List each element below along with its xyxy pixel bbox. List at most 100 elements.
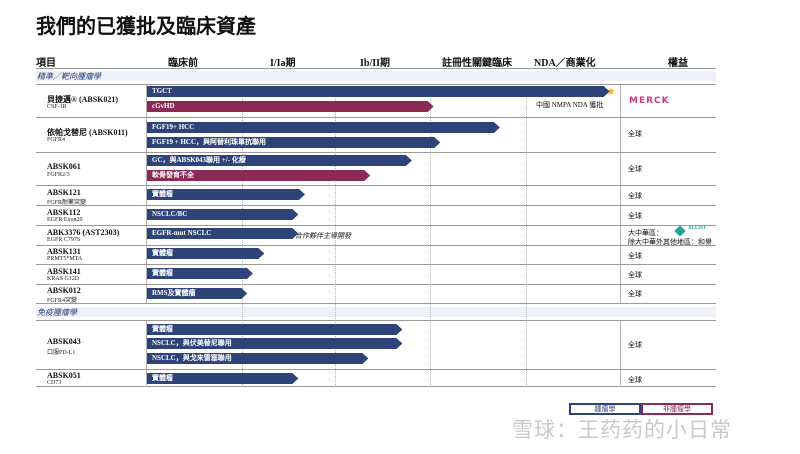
rights-text: 全球 [628, 165, 642, 173]
row-name: ABSK043 [47, 337, 81, 346]
bar-label: 實體瘤 [152, 374, 173, 382]
row-name: 貝捷邁® (ABSK021) [47, 95, 119, 104]
col-header-rights: 權益 [668, 58, 688, 69]
col-header-nda: NDA／商業化 [534, 58, 596, 69]
rights-text: 全球 [628, 341, 642, 349]
allist-logo: ALLIST [688, 226, 707, 231]
grid-line-5b [620, 320, 621, 385]
grid-line-0 [146, 84, 147, 303]
bar-label: FGF19 + HCC，與阿替利珠單抗聯用 [152, 138, 267, 146]
pipeline-bar: GC，與ABSK043聯用 +/- 化療 [147, 155, 412, 166]
legend-non-oncology: 非腫瘤學 [641, 403, 713, 415]
row-target: CSF-1R [47, 104, 67, 110]
bar-label: NSCLC，與伏美替尼聯用 [152, 339, 232, 347]
grid-line-5 [620, 84, 621, 303]
grid-line-3 [430, 84, 431, 385]
pipeline-bar: FGF19 + HCC，與阿替利珠單抗聯用 [147, 137, 440, 148]
bar-label: NSCLC/BC [152, 210, 188, 218]
row-rule [36, 303, 716, 304]
section-band-immuno [36, 307, 716, 317]
rights-text: 全球 [628, 130, 642, 138]
row-name: ABSK121 [47, 188, 81, 197]
row-rule [36, 225, 716, 226]
pipeline-bar: NSCLC，與戈来雷塞聯用 [147, 353, 368, 364]
nmpa-note: 中國 NMPA NDA 獲批 [536, 101, 604, 109]
pipeline-bar: FGF19+ HCC [147, 122, 500, 133]
pipeline-bar: TGCT [147, 86, 610, 97]
row-rule [36, 284, 716, 285]
row-target: EGFR Exon20 [47, 217, 83, 223]
grid-line-2 [335, 84, 336, 385]
legend-oncology: 腫瘤學 [569, 403, 641, 415]
row-target: PRMT5*MTA [47, 256, 83, 262]
page-title: 我們的已獲批及臨床資產 [36, 14, 256, 38]
pipeline-bar: 實體瘤 [147, 189, 305, 200]
row-rule [36, 264, 716, 265]
rights-text: 大中華區： [628, 229, 663, 237]
row-name: ABSK131 [47, 247, 81, 256]
row-rule [36, 320, 716, 321]
grid-line-0b [146, 320, 147, 385]
row-name: ABSK141 [47, 267, 81, 276]
row-name: ABSK051 [47, 371, 81, 380]
rights-text: 全球 [628, 290, 642, 298]
bar-label: NSCLC，與戈来雷塞聯用 [152, 354, 232, 362]
col-header-preclinical: 臨床前 [168, 58, 198, 69]
row-name: ABK3376 (AST2303) [47, 228, 120, 237]
row-rule [36, 185, 716, 186]
section-band-precision [36, 71, 716, 81]
col-header-phase1: I/Ia期 [270, 58, 296, 69]
header-rule [36, 68, 716, 69]
row-rule [36, 117, 716, 118]
bar-label: cGvHD [152, 102, 175, 110]
pipeline-bar: cGvHD [147, 101, 434, 112]
rights-text: 全球 [628, 376, 642, 384]
col-header-project: 項目 [36, 58, 56, 69]
bar-label: GC，與ABSK043聯用 +/- 化療 [152, 156, 246, 164]
row-target: FGFR2/3 [47, 172, 70, 178]
row-rule [36, 369, 716, 370]
rights-text: 全球 [628, 271, 642, 279]
rights-text: 全球 [628, 252, 642, 260]
pipeline-bar: 實體瘤 [147, 268, 253, 279]
pipeline-bar: 實體瘤 [147, 373, 298, 384]
rights-text: 全球 [628, 212, 642, 220]
row-target: 口服PD-L1 [47, 350, 76, 356]
row-name: ABSK112 [47, 208, 81, 217]
bar-label: RMS及實體瘤 [152, 289, 196, 297]
bar-label: 實體瘤 [152, 190, 173, 198]
pipeline-bar: RMS及實體瘤 [147, 288, 247, 299]
bar-label: 實體瘤 [152, 269, 173, 277]
pipeline-bar: NSCLC，與伏美替尼聯用 [147, 338, 402, 349]
row-target: FGFR4突變 [47, 298, 78, 304]
row-rule [36, 386, 716, 387]
pipeline-bar: EGFR-mut NSCLC [147, 228, 298, 239]
section-label-immuno: 免疫腫瘤學 [37, 308, 77, 317]
col-header-pivotal: 註冊性關鍵臨床 [442, 58, 512, 69]
merck-logo: MERCK [629, 96, 670, 106]
grid-line-4 [526, 84, 527, 385]
row-target: CD73 [47, 380, 62, 386]
bar-label: FGF19+ HCC [152, 123, 195, 131]
pipeline-bar: NSCLC/BC [147, 209, 298, 220]
row-target: KRAS G12D [47, 276, 80, 282]
watermark: 雪球：王药药的小日常 [512, 418, 732, 442]
star-icon: ★ [606, 86, 616, 98]
bar-label: TGCT [152, 87, 172, 95]
row-rule [36, 245, 716, 246]
row-target: EGFR C797S [47, 237, 81, 243]
row-rule [36, 84, 716, 85]
allist-logo-icon [674, 225, 686, 237]
row-name: ABSK061 [47, 162, 81, 171]
row-rule [36, 152, 716, 153]
bar-label: 實體瘤 [152, 249, 173, 257]
row-name: 依帕戈替尼 (ABSK011) [47, 128, 128, 137]
pipeline-bar: 實體瘤 [147, 324, 402, 335]
partner-note: 合作夥伴主導開發 [295, 232, 351, 240]
row-name: ABSK012 [47, 286, 81, 295]
rights-text: 全球 [628, 192, 642, 200]
row-rule [36, 205, 716, 206]
rights-text: 除大中華外其他地區：和譽 [628, 238, 712, 246]
pipeline-bar: 實體瘤 [147, 248, 264, 259]
col-header-phase2: Ib/II期 [360, 58, 391, 69]
